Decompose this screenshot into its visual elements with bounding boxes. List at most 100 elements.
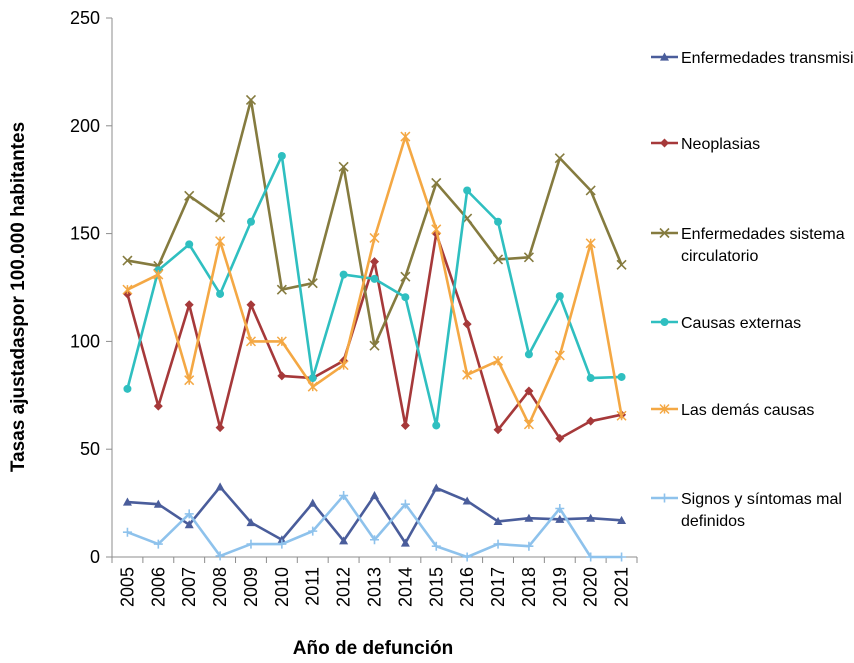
legend-marker: [660, 52, 669, 61]
data-point: [462, 552, 472, 562]
data-point: [153, 499, 163, 508]
legend-marker: [660, 318, 669, 326]
data-point: [523, 419, 534, 430]
x-tick-label: 2018: [519, 567, 539, 607]
y-tick-label: 100: [70, 331, 100, 351]
data-point: [493, 539, 503, 549]
x-tick-label: 2021: [612, 567, 632, 607]
data-point: [616, 410, 627, 421]
legend-label: Causas externas: [681, 315, 801, 332]
legend-entry-4: Las demás causas: [651, 402, 814, 419]
data-point: [493, 425, 503, 435]
data-point: [431, 224, 442, 235]
data-point: [338, 360, 349, 371]
data-point: [400, 271, 411, 282]
data-point: [122, 497, 132, 506]
legend-label-line: Enfermedades sistema: [681, 226, 845, 243]
legend-label-line: circulatorio: [681, 248, 758, 265]
data-point: [277, 371, 287, 381]
data-point: [586, 374, 595, 383]
data-point: [523, 252, 534, 263]
y-axis-title: Tasas ajustadaspor 100.000 habitantes: [8, 122, 29, 472]
data-point: [617, 372, 626, 381]
data-point: [308, 526, 318, 536]
data-point: [585, 185, 596, 196]
x-tick-label: 2005: [117, 567, 137, 607]
legend-label: Enfermedades transmisibles: [681, 50, 854, 67]
data-point: [123, 384, 132, 393]
data-point: [524, 541, 534, 551]
data-point: [617, 515, 627, 524]
data-point: [431, 541, 441, 551]
data-point: [246, 518, 256, 527]
data-point: [308, 498, 318, 507]
series-4: [122, 131, 627, 430]
x-tick-label: 2010: [272, 567, 292, 607]
data-point: [153, 269, 164, 280]
data-point: [432, 421, 441, 430]
data-point: [463, 186, 472, 195]
data-point: [215, 551, 225, 561]
data-point: [339, 536, 349, 545]
data-point: [555, 514, 565, 523]
data-point: [339, 491, 349, 501]
legend-entry-1: Neoplasias: [651, 136, 760, 153]
data-point: [185, 240, 194, 249]
x-tick-label: 2019: [550, 567, 570, 607]
data-point: [308, 374, 317, 383]
data-point: [524, 386, 534, 396]
data-point: [215, 423, 225, 433]
legend-entry-5: Signos y síntomas mal definidos: [651, 491, 842, 530]
legend-marker: [659, 403, 670, 415]
legend-marker: [660, 493, 669, 503]
series-line: [126, 494, 622, 559]
data-point: [492, 254, 504, 265]
x-tick-label: 2006: [148, 567, 168, 607]
data-point: [494, 217, 503, 226]
legend-label: Signos y síntomas mal definidos: [681, 491, 842, 530]
series-line: [127, 98, 623, 348]
data-point: [617, 552, 627, 562]
data-point: [307, 278, 318, 289]
data-point: [184, 509, 194, 519]
legend-marker: [660, 138, 669, 148]
data-point: [431, 177, 442, 188]
series-3: [123, 151, 626, 430]
x-axis-title: Año de defunción: [293, 638, 453, 659]
legend-marker: [659, 227, 670, 239]
data-point: [400, 131, 411, 142]
x-tick-label: 2017: [488, 567, 508, 607]
data-point: [153, 539, 163, 549]
axes: 0 50 100 150 200 250 2005 2006 2007 2008 2009 2010 2…: [70, 8, 638, 607]
data-point: [554, 153, 565, 164]
data-point: [245, 336, 257, 347]
x-tick-label: 2016: [457, 567, 477, 607]
legend-entry-2: Enfermedades sistema circulatorio: [651, 226, 845, 265]
data-point: [370, 274, 379, 283]
data-point: [431, 483, 441, 492]
y-tick-label: 150: [70, 224, 100, 244]
y-tick-label: 250: [70, 8, 100, 28]
data-point: [585, 238, 596, 249]
legend-label-line: Signos y síntomas mal: [681, 491, 842, 508]
legend: Enfermedades transmisibles Neoplasias Enfe…: [651, 50, 854, 530]
data-point: [493, 516, 503, 526]
data-point: [277, 539, 287, 549]
data-point: [215, 482, 225, 491]
data-point: [555, 292, 564, 301]
data-point: [246, 300, 256, 310]
legend-label: Las demás causas: [681, 402, 814, 419]
series-0: [122, 482, 627, 547]
data-point: [370, 491, 379, 500]
data-point: [338, 161, 349, 172]
x-tick-label: 2009: [241, 567, 261, 607]
legend-entry-0: Enfermedades transmisibles: [651, 50, 854, 67]
data-point: [369, 232, 380, 243]
y-tick-label: 200: [70, 116, 100, 136]
series-2: [122, 94, 627, 351]
data-point: [184, 520, 194, 529]
data-point: [616, 259, 627, 270]
y-tick-label: 0: [90, 547, 100, 567]
data-point: [276, 284, 287, 295]
data-point: [184, 375, 195, 386]
